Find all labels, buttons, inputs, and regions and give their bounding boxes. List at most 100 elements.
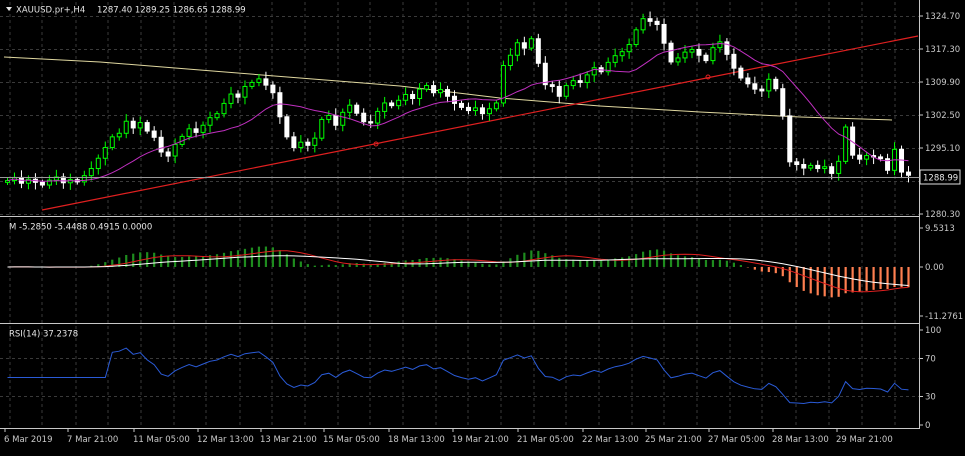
time-tick-label: 27 Mar 05:00 xyxy=(708,435,765,445)
rsi-header: RSI(14) 37.2378 xyxy=(9,330,78,340)
candle-body xyxy=(46,179,52,186)
ma-fast-line xyxy=(7,42,909,182)
candle-body xyxy=(333,114,339,126)
time-tick-label: 13 Mar 21:00 xyxy=(260,435,317,445)
candle-body xyxy=(123,120,129,134)
time-tick-label: 19 Mar 21:00 xyxy=(452,435,509,445)
price-tick-label: 1280.30 xyxy=(925,210,960,220)
time-tick-label: 12 Mar 13:00 xyxy=(197,435,254,445)
candle-body xyxy=(675,57,681,63)
candle-body xyxy=(465,106,471,112)
macd-panel[interactable] xyxy=(7,246,910,298)
candle-body xyxy=(731,53,737,69)
candle-body xyxy=(375,110,381,124)
candle-body xyxy=(221,102,227,115)
candle-body xyxy=(424,85,430,90)
symbol-label: XAUUSD.pr+,H4 xyxy=(16,6,85,16)
candle-body xyxy=(493,102,499,110)
candle-body xyxy=(389,102,395,107)
candle-body xyxy=(382,102,388,112)
candle-body xyxy=(521,42,527,49)
time-tick-label: 18 Mar 13:00 xyxy=(388,435,445,445)
candle-body xyxy=(249,81,255,87)
macd-axis: 9.5313 0.00 -11.2761 xyxy=(919,224,963,322)
current-price-box xyxy=(919,169,961,185)
candle-body xyxy=(95,157,101,170)
candle-body xyxy=(263,78,269,86)
macd-main-line xyxy=(7,255,909,286)
candle-body xyxy=(577,80,583,83)
candle-body xyxy=(612,55,618,63)
candle-body xyxy=(452,95,458,104)
candle-body xyxy=(445,89,451,97)
candle-body xyxy=(619,51,625,57)
candle-body xyxy=(878,156,884,160)
macd-header: M -5.2850 -5.4488 0.4915 0.0000 xyxy=(9,223,152,233)
time-tick-label: 11 Mar 05:00 xyxy=(133,435,190,445)
candle-body xyxy=(319,118,325,139)
rsi-tick-label: 70 xyxy=(925,355,936,365)
candle-body xyxy=(81,175,87,183)
candle-body xyxy=(822,166,828,170)
candle-body xyxy=(172,143,178,157)
candle-body xyxy=(864,155,870,160)
candle-body xyxy=(724,41,730,55)
rsi-panel[interactable] xyxy=(0,347,919,405)
macd-tick-label: 0.00 xyxy=(925,263,944,273)
candle-body xyxy=(144,122,150,132)
price-tick-label: 1309.90 xyxy=(925,78,960,88)
candle-body xyxy=(507,54,513,67)
candle-body xyxy=(654,20,660,25)
candle-body xyxy=(396,99,402,107)
candle-body xyxy=(228,93,234,104)
candle-body xyxy=(801,164,807,169)
candle-body xyxy=(759,88,765,92)
candles-group xyxy=(4,11,912,190)
candle-body xyxy=(326,114,332,120)
candle-body xyxy=(528,38,534,49)
rsi-tick-label: 100 xyxy=(925,326,941,336)
candle-body xyxy=(60,176,66,184)
trendline xyxy=(41,35,919,211)
candle-body xyxy=(647,18,653,22)
candle-body xyxy=(591,67,597,76)
candle-body xyxy=(403,93,409,101)
candle-body xyxy=(815,164,821,170)
candle-body xyxy=(514,42,520,56)
chevron-down-icon[interactable] xyxy=(6,7,12,11)
time-tick-label: 15 Mar 05:00 xyxy=(323,435,380,445)
candle-body xyxy=(340,111,346,126)
candle-body xyxy=(277,92,283,118)
candle-body xyxy=(284,116,290,138)
candle-body xyxy=(563,85,569,97)
candle-body xyxy=(479,107,485,115)
candle-body xyxy=(682,51,688,59)
candle-body xyxy=(158,136,164,153)
time-tick-label: 6 Mar 2019 xyxy=(4,435,52,445)
candle-body xyxy=(633,29,639,46)
candle-body xyxy=(214,113,220,119)
candle-body xyxy=(130,120,136,129)
candle-body xyxy=(710,47,716,62)
time-tick-label: 21 Mar 05:00 xyxy=(517,435,574,445)
candle-body xyxy=(787,115,793,163)
candle-body xyxy=(500,65,506,104)
price-tick-label: 1302.50 xyxy=(925,111,960,121)
candle-body xyxy=(549,84,555,87)
candle-body xyxy=(235,93,241,98)
trendline-anchor xyxy=(373,141,379,147)
candle-body xyxy=(885,158,891,171)
candle-body xyxy=(808,164,814,169)
rsi-tick-label: 0 xyxy=(925,421,930,431)
ohlc-label: 1287.40 1289.25 1286.65 1288.99 xyxy=(97,6,246,16)
candle-body xyxy=(410,93,416,100)
candle-body xyxy=(438,89,444,94)
candle-body xyxy=(570,80,576,87)
candle-body xyxy=(165,151,171,157)
candle-body xyxy=(542,62,548,86)
candle-body xyxy=(773,78,779,90)
candle-body xyxy=(668,42,674,63)
candle-body xyxy=(752,83,758,90)
